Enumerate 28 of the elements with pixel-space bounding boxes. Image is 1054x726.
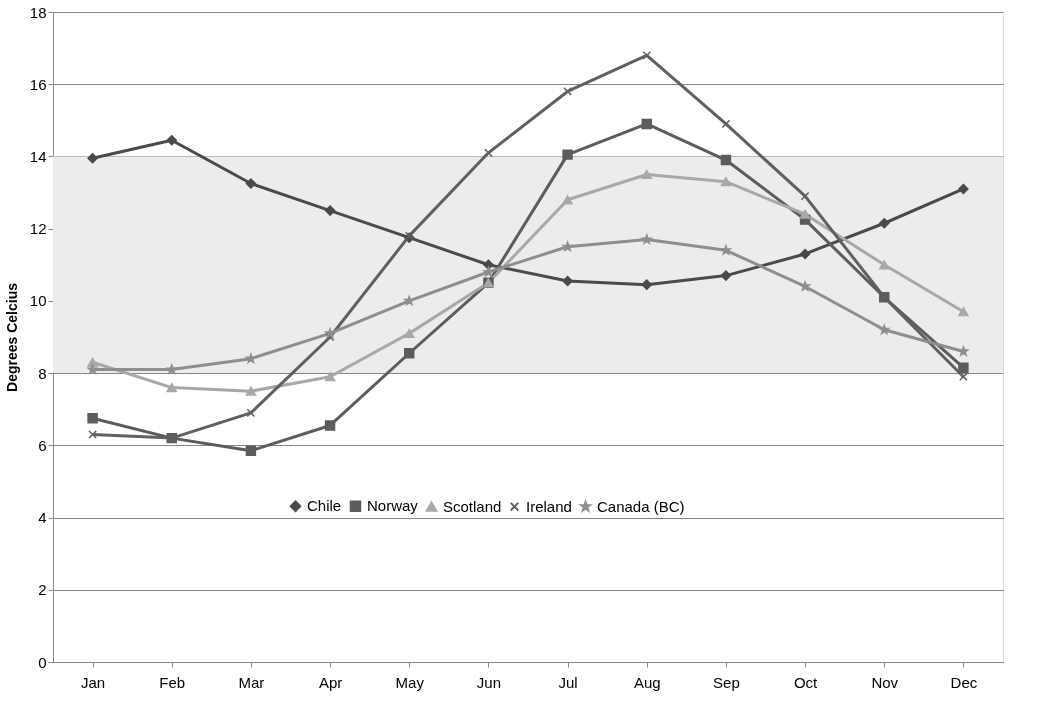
x-tick-label: Dec — [950, 673, 978, 691]
x-tick-label: Feb — [159, 673, 186, 691]
x-tick-label: Nov — [871, 673, 899, 691]
y-tick-label: 4 — [38, 509, 47, 527]
x-tick-label: Apr — [318, 673, 343, 691]
y-tick-label: 16 — [29, 75, 47, 93]
y-tick-label: 12 — [29, 220, 47, 238]
y-tick-label: 18 — [29, 3, 47, 21]
x-tick-label: Mar — [238, 673, 265, 691]
y-axis-title: Degrees Celcius — [3, 282, 20, 392]
x-tick-label: Sep — [713, 673, 740, 691]
x-tick-label: Jan — [80, 673, 106, 691]
legend-label: Chile — [307, 497, 342, 515]
legend-label: Ireland — [526, 497, 572, 515]
x-tick-label: Oct — [793, 673, 819, 691]
x-tick-label: Jul — [558, 673, 578, 691]
y-tick-label: 14 — [29, 147, 47, 165]
x-tick-label: Aug — [633, 673, 661, 691]
legend-label: Scotland — [443, 497, 502, 515]
x-tick-label: May — [395, 673, 425, 691]
y-tick-label: 2 — [38, 581, 47, 599]
y-tick-label: 0 — [38, 653, 47, 671]
x-tick-label: Jun — [476, 673, 502, 691]
y-tick-label: 10 — [29, 292, 47, 310]
y-tick-label: 6 — [38, 436, 47, 454]
legend-label: Canada (BC) — [597, 497, 685, 515]
y-tick-label: 8 — [38, 364, 47, 382]
legend-label: Norway — [367, 497, 419, 515]
